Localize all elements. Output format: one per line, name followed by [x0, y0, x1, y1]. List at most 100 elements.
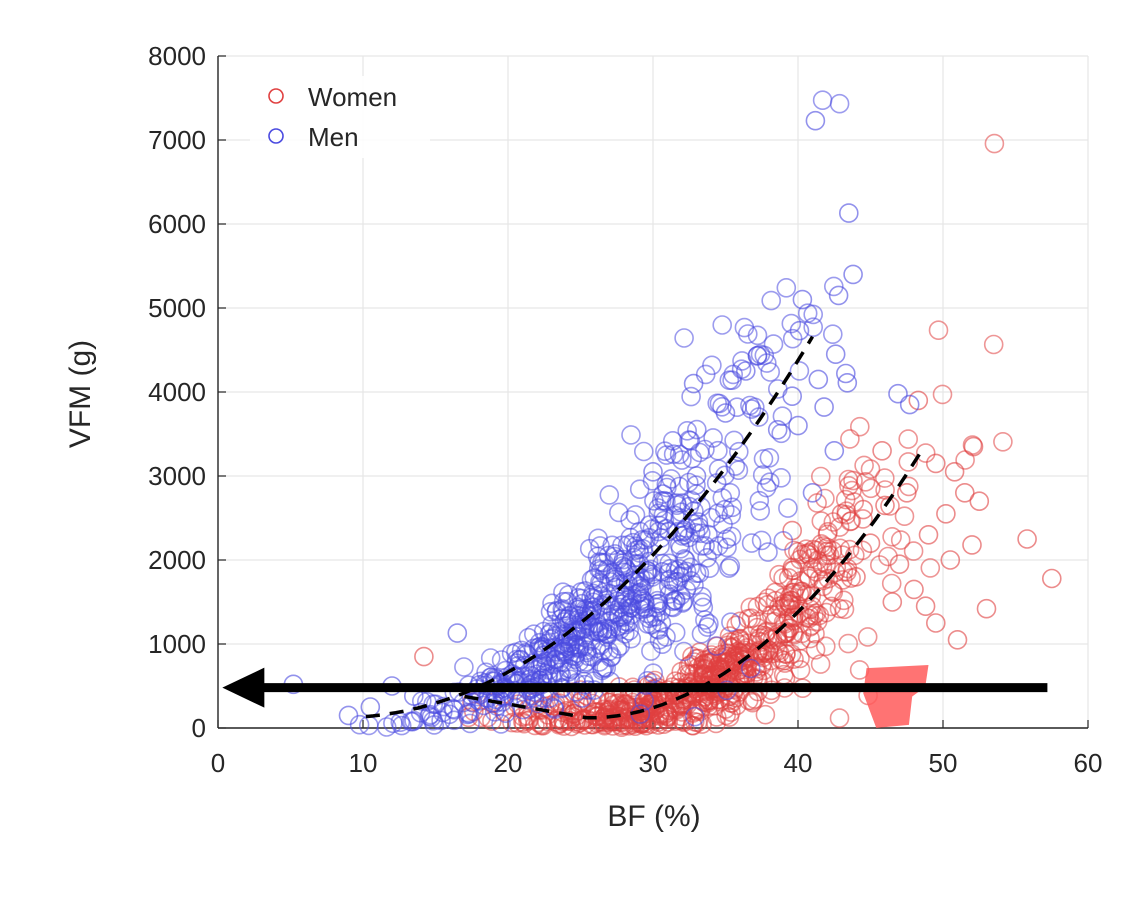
data-point: [749, 490, 770, 511]
data-point: [925, 613, 946, 633]
data-point: [894, 506, 915, 527]
data-point: [824, 440, 845, 461]
data-point: [663, 597, 683, 618]
data-point: [773, 568, 793, 588]
data-point: [699, 558, 720, 579]
data-point: [471, 707, 491, 728]
data-point: [702, 355, 722, 376]
data-point: [839, 539, 860, 560]
data-point: [857, 627, 878, 647]
data-point: [679, 430, 699, 450]
data-point: [697, 617, 718, 637]
data-point: [920, 558, 941, 578]
data-point: [853, 509, 873, 529]
data-point: [860, 478, 881, 499]
data-point: [702, 539, 723, 560]
data-point: [831, 503, 852, 524]
data-point: [800, 616, 821, 637]
y-tick-label: 4000: [148, 377, 206, 407]
data-point: [759, 641, 779, 662]
data-point: [823, 582, 844, 603]
women-series: [414, 133, 1062, 738]
data-point: [698, 524, 718, 545]
data-point: [925, 453, 946, 474]
data-point: [607, 638, 628, 659]
data-point: [630, 576, 651, 596]
data-point: [634, 591, 655, 612]
data-point: [728, 441, 749, 462]
data-point: [592, 552, 612, 573]
data-point: [720, 556, 741, 576]
data-point: [543, 697, 564, 718]
data-point: [860, 533, 881, 554]
data-point: [874, 468, 895, 488]
data-point: [976, 598, 997, 619]
data-point: [875, 495, 895, 516]
data-point: [649, 629, 670, 650]
data-point: [760, 362, 781, 382]
data-point: [882, 592, 903, 612]
data-point: [338, 705, 359, 726]
y-axis-label: VFM (g): [64, 340, 97, 448]
data-point: [582, 704, 603, 725]
data-point: [684, 711, 705, 732]
legend-men-label: Men: [308, 122, 359, 152]
data-point: [829, 708, 850, 728]
data-point: [581, 569, 602, 590]
data-point: [540, 601, 561, 622]
data-point: [568, 587, 589, 608]
data-point: [776, 596, 797, 617]
data-point: [812, 90, 833, 110]
data-point: [719, 558, 739, 578]
legend-women-marker: [268, 88, 284, 104]
axes: 0 10 20 30 40 50 60 0 1000 2000 3000 4000 5000 6000 70…: [148, 41, 1102, 778]
data-point: [802, 558, 823, 579]
data-point: [610, 574, 631, 594]
data-point: [817, 537, 837, 558]
y-tick-label: 7000: [148, 125, 206, 155]
y-tick-label: 6000: [148, 209, 206, 239]
data-point: [849, 416, 870, 437]
data-point: [758, 542, 778, 562]
data-point: [602, 707, 623, 728]
highlight-mark: [863, 665, 929, 728]
data-point: [652, 553, 673, 574]
data-point: [712, 315, 733, 335]
data-point: [947, 629, 968, 650]
data-point: [659, 584, 680, 604]
data-point: [715, 403, 736, 423]
data-point: [691, 623, 712, 644]
data-point: [757, 594, 778, 615]
data-point: [915, 596, 936, 617]
data-point: [625, 536, 646, 557]
data-point: [643, 461, 663, 482]
data-point: [463, 692, 483, 713]
data-point: [542, 593, 562, 614]
legend-men-marker: [268, 128, 284, 144]
data-point: [771, 467, 791, 488]
data-point: [790, 660, 811, 680]
women-fit-line: [464, 450, 923, 720]
y-tick-label: 8000: [148, 41, 206, 71]
data-point: [769, 564, 789, 585]
data-point: [908, 390, 929, 411]
data-point: [741, 608, 762, 629]
data-point: [792, 544, 813, 565]
data-point: [601, 646, 622, 667]
data-point: [578, 646, 599, 667]
y-tick-label: 5000: [148, 293, 206, 323]
data-point: [410, 702, 431, 723]
data-point: [669, 476, 690, 497]
x-axis-label: BF (%): [607, 800, 700, 833]
data-point: [778, 498, 798, 518]
data-point: [690, 701, 711, 722]
data-point: [840, 429, 860, 449]
data-point: [599, 485, 620, 505]
y-tick-label: 2000: [148, 545, 206, 575]
data-point: [740, 658, 761, 679]
data-point: [813, 570, 833, 591]
legend-women-label: Women: [308, 82, 397, 112]
data-point: [424, 715, 445, 735]
